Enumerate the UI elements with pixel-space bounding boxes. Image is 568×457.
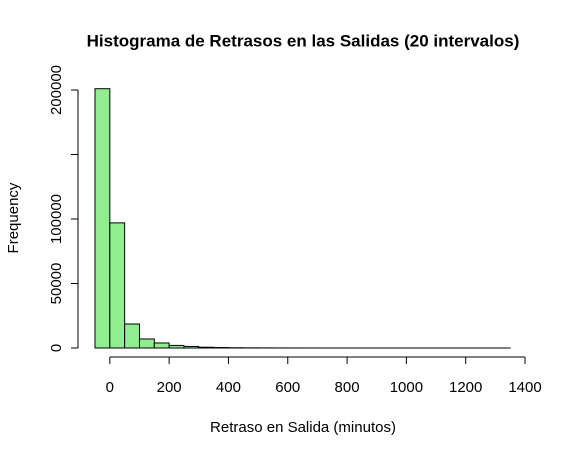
x-tick-label: 1400 [508,379,541,396]
x-tick-label: 800 [335,379,360,396]
bar [109,222,126,349]
chart-title: Histograma de Retrasos en las Salidas (2… [87,31,520,50]
y-tick-label: 200000 [48,65,65,115]
y-tick-label: 0 [48,344,65,352]
y-axis-label: Frequency [5,182,22,253]
bar [124,323,140,349]
bar [94,88,111,349]
x-tick-label: 200 [157,379,182,396]
x-tick-label: 600 [275,379,300,396]
x-tick-label: 0 [106,379,114,396]
y-tick-label: 100000 [48,194,65,244]
x-tick-label: 1000 [390,379,423,396]
x-tick-label: 1200 [449,379,482,396]
bar [198,346,215,349]
x-axis-label: Retraso en Salida (minutos) [210,419,396,436]
bar [153,342,170,349]
bar [183,345,200,349]
y-tick-label: 50000 [48,263,65,305]
bar [138,338,155,349]
x-tick-label: 400 [216,379,241,396]
bar [168,344,185,349]
